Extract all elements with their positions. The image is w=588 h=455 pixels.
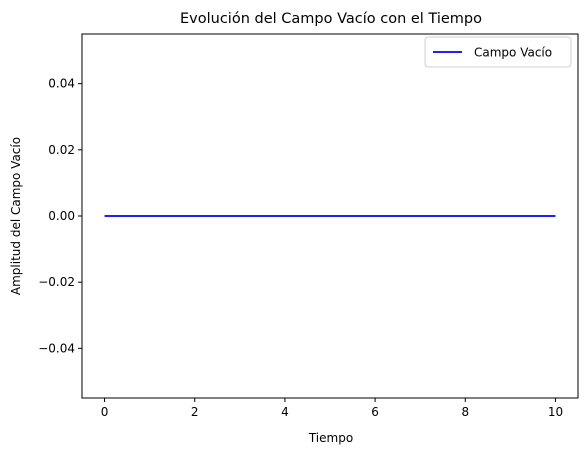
y-axis-label: Amplitud del Campo Vacío <box>9 137 23 295</box>
y-tick-label: 0.00 <box>48 209 75 223</box>
y-tick-label: 0.02 <box>48 143 75 157</box>
x-tick-label: 2 <box>191 405 199 419</box>
x-tick-label: 8 <box>461 405 469 419</box>
y-tick-label: −0.02 <box>38 275 75 289</box>
x-axis-label: Tiempo <box>308 431 353 445</box>
x-tick-label: 10 <box>548 405 563 419</box>
x-tick-label: 6 <box>371 405 379 419</box>
x-axis: 0 2 4 6 8 10 <box>101 398 563 419</box>
x-tick-label: 4 <box>281 405 289 419</box>
x-tick-label: 0 <box>101 405 109 419</box>
y-tick-label: −0.04 <box>38 341 75 355</box>
chart-title: Evolución del Campo Vacío con el Tiempo <box>180 11 482 27</box>
legend: Campo Vacío <box>424 36 572 68</box>
y-tick-label: 0.04 <box>48 77 75 91</box>
legend-label: Campo Vacío <box>474 46 552 60</box>
y-axis: −0.04 −0.02 0.00 0.02 0.04 <box>38 77 82 355</box>
legend-box <box>424 36 572 68</box>
